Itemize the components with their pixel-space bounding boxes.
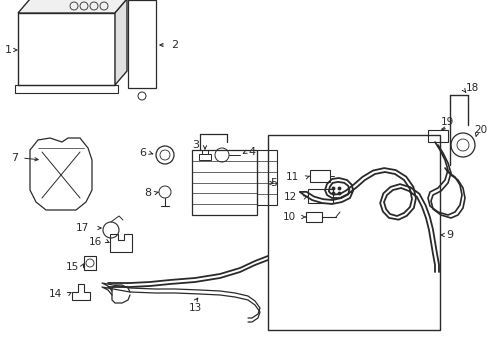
Text: 5: 5 [270, 178, 277, 188]
Text: 14: 14 [48, 289, 61, 299]
Polygon shape [115, 0, 127, 85]
Text: 15: 15 [65, 262, 79, 272]
Bar [192, 150, 257, 215]
Bar [307, 189, 332, 203]
Text: 12: 12 [283, 192, 296, 202]
Text: 8: 8 [144, 188, 151, 198]
Text: 11: 11 [285, 172, 298, 182]
Text: 19: 19 [440, 117, 453, 127]
Text: 16: 16 [88, 237, 102, 247]
Text: 17: 17 [75, 223, 88, 233]
Text: 18: 18 [465, 83, 478, 93]
Text: 10: 10 [282, 212, 295, 222]
Text: 9: 9 [446, 230, 453, 240]
Bar [305, 212, 321, 222]
Bar [257, 150, 276, 205]
Bar [427, 130, 447, 142]
Text: 2: 2 [171, 40, 178, 50]
Text: 6: 6 [139, 148, 146, 158]
Text: 7: 7 [11, 153, 19, 163]
Text: 3: 3 [192, 140, 199, 150]
Bar [267, 135, 439, 330]
Text: 13: 13 [188, 303, 201, 313]
Bar [202, 150, 207, 154]
Bar [84, 256, 96, 270]
Text: 1: 1 [4, 45, 12, 55]
Bar [15, 85, 118, 93]
Bar [309, 170, 329, 182]
Text: 4: 4 [248, 147, 255, 157]
Bar [199, 154, 210, 160]
Bar [18, 13, 115, 85]
Polygon shape [18, 0, 127, 13]
Bar [128, 0, 156, 88]
Text: 20: 20 [473, 125, 487, 135]
